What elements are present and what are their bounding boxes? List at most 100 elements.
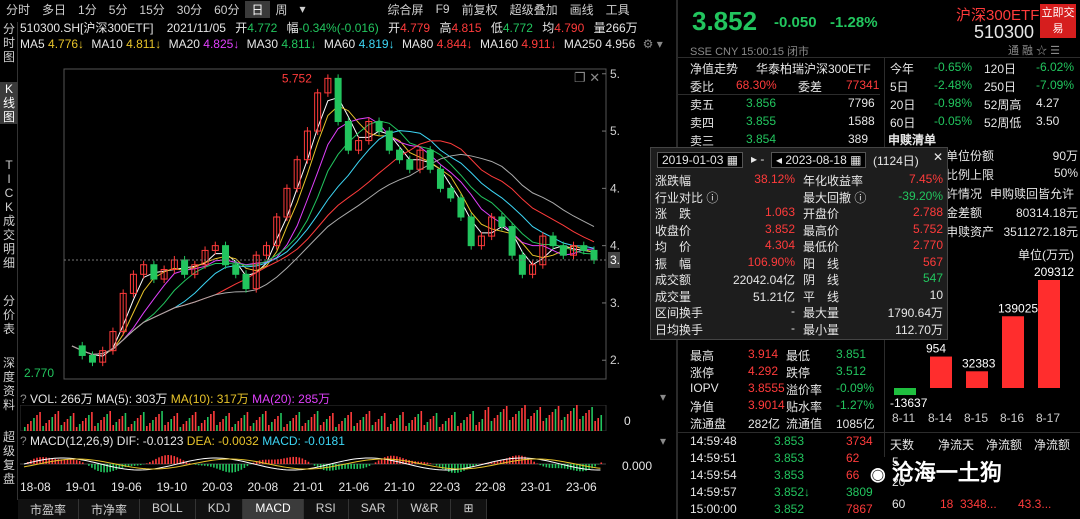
left-tab-char: 明	[2, 242, 15, 256]
start-date-input[interactable]: 2019-01-03 ▦	[657, 152, 744, 168]
close-icon[interactable]: ✕	[933, 150, 944, 164]
perf-label: 20日	[890, 98, 916, 112]
toolbar-item[interactable]: 前复权	[461, 2, 498, 17]
gear-icon[interactable]: ⚙ ▾	[642, 37, 663, 51]
perf-label: 5日	[890, 80, 909, 94]
toolbar-item[interactable]: 5分	[108, 2, 128, 17]
indicator-tab[interactable]: MACD	[243, 499, 304, 519]
candle	[242, 273, 250, 290]
exchange-info: SSE CNY 15:00:15 闭市	[690, 46, 810, 58]
toolbar-item[interactable]: 1分	[78, 2, 97, 17]
indicator-tab[interactable]: 市盈率	[18, 499, 80, 519]
vol-bar	[69, 416, 72, 431]
ma20-value: 4.825↓	[203, 37, 240, 51]
stat-label: 最低	[786, 349, 811, 363]
macd-bar	[335, 464, 337, 471]
vol-bar	[368, 411, 371, 431]
macd-bar	[48, 457, 50, 464]
y-tick-label: 2.80	[610, 353, 620, 367]
vol-bar	[362, 417, 365, 431]
left-tab-char: 复	[2, 458, 15, 472]
macd-bar	[280, 458, 282, 464]
vol-bar	[545, 418, 548, 431]
volume-chevron-icon[interactable]: ▾	[660, 390, 667, 404]
popup-label: 平 线	[803, 289, 840, 304]
restore-icon[interactable]: ❐ ✕	[574, 70, 601, 85]
help-icon[interactable]: ?	[20, 392, 27, 406]
toolbar-item[interactable]: 日	[245, 0, 270, 18]
vol-label: VOL: 266万	[30, 392, 93, 406]
vol-bar	[393, 421, 395, 431]
macd-bar	[377, 460, 380, 464]
toolbar-item[interactable]: 分时	[6, 2, 31, 17]
vol-bar	[347, 415, 349, 431]
candle	[355, 140, 363, 151]
vol-bar	[423, 425, 426, 431]
toolbar-item[interactable]: F9	[435, 2, 450, 16]
vol-bar	[268, 425, 270, 431]
toolbar-item[interactable]: 综合屏	[387, 2, 424, 17]
toolbar-item[interactable]: 30分	[176, 2, 203, 17]
left-tab[interactable]: 深度资料	[0, 356, 18, 412]
candle	[539, 235, 547, 266]
toolbar-item[interactable]: 超级叠加	[509, 2, 558, 17]
calendar-icon: ▦	[850, 153, 862, 167]
nav-left-icon[interactable]: ▸ -	[751, 152, 765, 166]
macd-bar	[420, 461, 423, 464]
left-tab[interactable]: 分时图	[0, 22, 18, 64]
end-date-input[interactable]: ◂ 2023-08-18 ▦	[771, 152, 867, 168]
flow-date-label: 8-17	[1036, 411, 1060, 425]
toolbar-item[interactable]: 画线	[569, 2, 594, 17]
trade-button[interactable]: 立即交易	[1040, 4, 1076, 38]
vol-bar	[225, 416, 227, 431]
sell-vol: 7796	[848, 96, 875, 110]
flow-bar	[966, 371, 988, 388]
vol-bar	[454, 412, 456, 431]
flow-head: 净流天	[938, 438, 975, 452]
macd-bar	[210, 464, 212, 467]
toolbar-item[interactable]: 多日	[42, 2, 67, 17]
kline-chart[interactable]: 5.80 5.20 4.60 4.00 3.40 2.80 5.752 2.770 3.85	[20, 55, 620, 390]
indicator-tab[interactable]: SAR	[348, 499, 399, 519]
tick-time: 14:59:54	[690, 468, 737, 482]
vol-bar	[298, 412, 301, 431]
indicator-tab[interactable]: KDJ	[195, 499, 244, 519]
vol-bar	[356, 423, 359, 431]
vol-bar	[155, 417, 157, 431]
indicator-tab[interactable]: W&R	[398, 499, 452, 519]
indicator-tab[interactable]: RSI	[303, 499, 349, 519]
tong-icons[interactable]: 通 融 ☆ ☰	[1008, 45, 1061, 57]
macd-bar	[161, 456, 163, 464]
vol-bar	[158, 414, 160, 431]
macd-bar	[213, 464, 215, 468]
ma80-label: MA80	[401, 37, 434, 51]
toolbar-item[interactable]: 60分	[214, 2, 240, 17]
toolbar-item[interactable]: 周	[275, 2, 288, 17]
left-tab[interactable]: 分价表	[0, 294, 18, 336]
candle	[498, 216, 506, 228]
help-icon[interactable]: ?	[20, 434, 27, 448]
macd-bar	[566, 464, 569, 470]
vol-bar	[78, 424, 81, 431]
perf-value: -6.02%	[1036, 60, 1075, 74]
macd-chevron-icon[interactable]: ▾	[660, 434, 667, 448]
vol-bar	[441, 424, 444, 431]
vol-bar	[45, 423, 47, 431]
indicator-tab[interactable]: ⊞	[451, 499, 487, 519]
nav-trend-tab[interactable]: 净值走势	[690, 62, 739, 76]
toolbar-item[interactable]: 15分	[139, 2, 165, 17]
indicator-tab[interactable]: BOLL	[140, 499, 196, 519]
macd-bar	[304, 459, 307, 464]
left-tab[interactable]: 成交明细	[0, 214, 18, 270]
vol-bar	[329, 416, 331, 431]
macd-bar	[200, 464, 203, 466]
left-tab[interactable]: 超级复盘	[0, 430, 18, 486]
vol-bar	[54, 414, 57, 431]
y-tick-label: 3.40	[610, 296, 620, 310]
toolbar-item[interactable]: ▾	[299, 2, 306, 16]
indicator-tab[interactable]: 市净率	[79, 499, 141, 519]
toolbar-item[interactable]: 工具	[605, 2, 630, 17]
